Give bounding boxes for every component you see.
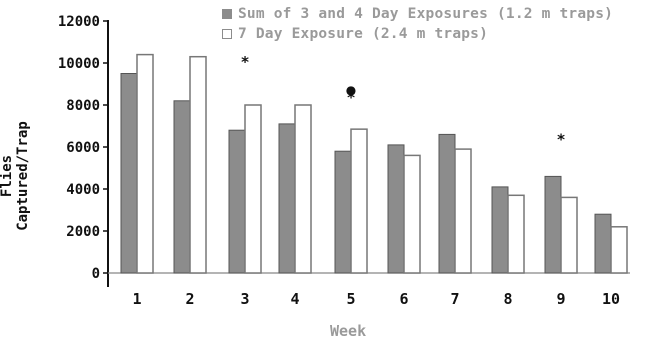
bar-series-1 bbox=[387, 144, 405, 274]
y-tick-label: 10000 bbox=[58, 56, 100, 72]
bar-series-2 bbox=[244, 104, 262, 274]
bar-series-2 bbox=[454, 148, 472, 274]
bar-series-2 bbox=[136, 53, 154, 274]
x-tick-label: 2 bbox=[185, 290, 194, 308]
bar-series-1 bbox=[120, 73, 138, 274]
x-tick-label: 1 bbox=[132, 290, 141, 308]
bar-series-1 bbox=[278, 123, 296, 274]
bar-series-1 bbox=[334, 150, 352, 274]
bar-series-1 bbox=[228, 129, 246, 274]
y-tick-label: 8000 bbox=[66, 98, 100, 114]
bar-series-2 bbox=[189, 55, 207, 274]
x-tick-label: 7 bbox=[450, 290, 459, 308]
x-tick-label: 9 bbox=[556, 290, 565, 308]
x-tick-label: 6 bbox=[399, 290, 408, 308]
x-tick-label: 4 bbox=[290, 290, 299, 308]
y-tick-label: 2000 bbox=[66, 224, 100, 240]
significance-marker: * bbox=[557, 131, 565, 149]
legend-label-series-2: 7 Day Exposure (2.4 m traps) bbox=[238, 26, 489, 42]
y-tick-label: 6000 bbox=[66, 140, 100, 156]
legend: Sum of 3 and 4 Day Exposures (1.2 m trap… bbox=[222, 4, 613, 44]
legend-swatch-series-2 bbox=[222, 29, 232, 39]
x-axis-label: Week bbox=[330, 322, 367, 340]
x-tick-label: 10 bbox=[602, 290, 620, 308]
y-tick-label: 0 bbox=[92, 266, 100, 282]
legend-item-series-2: 7 Day Exposure (2.4 m traps) bbox=[222, 24, 613, 44]
bar-series-2 bbox=[560, 196, 578, 274]
y-axis-label: Flies Captured/Trap bbox=[0, 121, 31, 231]
x-tick-label: 3 bbox=[240, 290, 249, 308]
legend-item-series-1: Sum of 3 and 4 Day Exposures (1.2 m trap… bbox=[222, 4, 613, 24]
x-tick-label: 8 bbox=[503, 290, 512, 308]
significance-marker: * bbox=[347, 89, 355, 107]
bar-series-2 bbox=[403, 154, 421, 274]
significance-marker: ● bbox=[346, 83, 356, 97]
legend-swatch-series-1 bbox=[222, 9, 232, 19]
bar-series-2 bbox=[294, 104, 312, 274]
bar-series-1 bbox=[438, 133, 456, 274]
bar-series-2 bbox=[610, 226, 628, 274]
y-tick-label: 4000 bbox=[66, 182, 100, 198]
legend-label-series-1: Sum of 3 and 4 Day Exposures (1.2 m trap… bbox=[238, 6, 614, 22]
bar-series-2 bbox=[350, 128, 368, 274]
y-tick-label: 12000 bbox=[58, 14, 100, 30]
significance-marker: * bbox=[241, 53, 249, 71]
x-tick-label: 5 bbox=[346, 290, 355, 308]
bar-series-1 bbox=[491, 186, 509, 274]
bar-series-2 bbox=[507, 194, 525, 274]
bar-series-1 bbox=[173, 100, 191, 274]
bar-series-1 bbox=[544, 175, 562, 274]
bar-series-1 bbox=[594, 213, 612, 274]
